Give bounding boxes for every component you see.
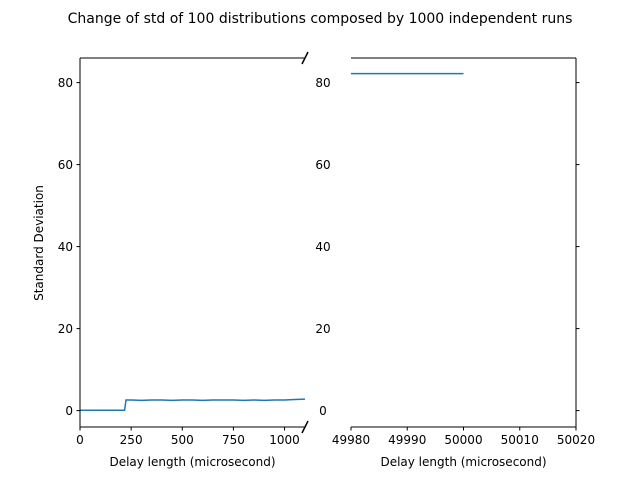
y-tick-label-right-panel: 40 — [315, 240, 330, 254]
axis-break-marks — [301, 51, 309, 434]
x-tick-label: 49990 — [388, 433, 426, 447]
y-tick-label-right-panel: 80 — [315, 76, 330, 90]
x-tick-label: 50010 — [501, 433, 539, 447]
x-axis-label-panel-1: Delay length (microsecond) — [380, 455, 546, 469]
chart-title: Change of std of 100 distributions compo… — [68, 11, 573, 27]
x-tick-label: 50000 — [444, 433, 482, 447]
x-tick-label: 1000 — [269, 433, 300, 447]
x-tick-label: 50020 — [557, 433, 595, 447]
y-tick-label: 60 — [58, 158, 73, 172]
y-tick-label: 40 — [58, 240, 73, 254]
break-mark-bottom — [301, 420, 309, 434]
x-axis-label-panel-0: Delay length (microsecond) — [109, 455, 275, 469]
right-panel: 49980 49990 50000 50010 50020 0 20 40 60 80 Delay … — [315, 57, 595, 469]
y-tick-label: 0 — [65, 404, 73, 418]
y-tick-label: 20 — [58, 322, 73, 336]
x-tick-label: 500 — [171, 433, 194, 447]
left-panel: 0 250 500 750 1000 0 20 40 60 80 Delay length (mic… — [58, 57, 306, 469]
series-line-panel-0-0 — [80, 398, 306, 411]
y-tick-label-right-panel: 60 — [315, 158, 330, 172]
x-tick-label: 0 — [76, 433, 84, 447]
y-tick-label: 80 — [58, 76, 73, 90]
y-tick-label-right-panel: 20 — [315, 322, 330, 336]
break-mark-top — [301, 51, 309, 65]
y-tick-label-right-panel: 0 — [319, 404, 327, 418]
x-tick-label: 250 — [120, 433, 143, 447]
x-tick-label: 750 — [222, 433, 245, 447]
y-axis-label: Standard Deviation — [32, 185, 46, 301]
x-tick-label: 49980 — [332, 433, 370, 447]
